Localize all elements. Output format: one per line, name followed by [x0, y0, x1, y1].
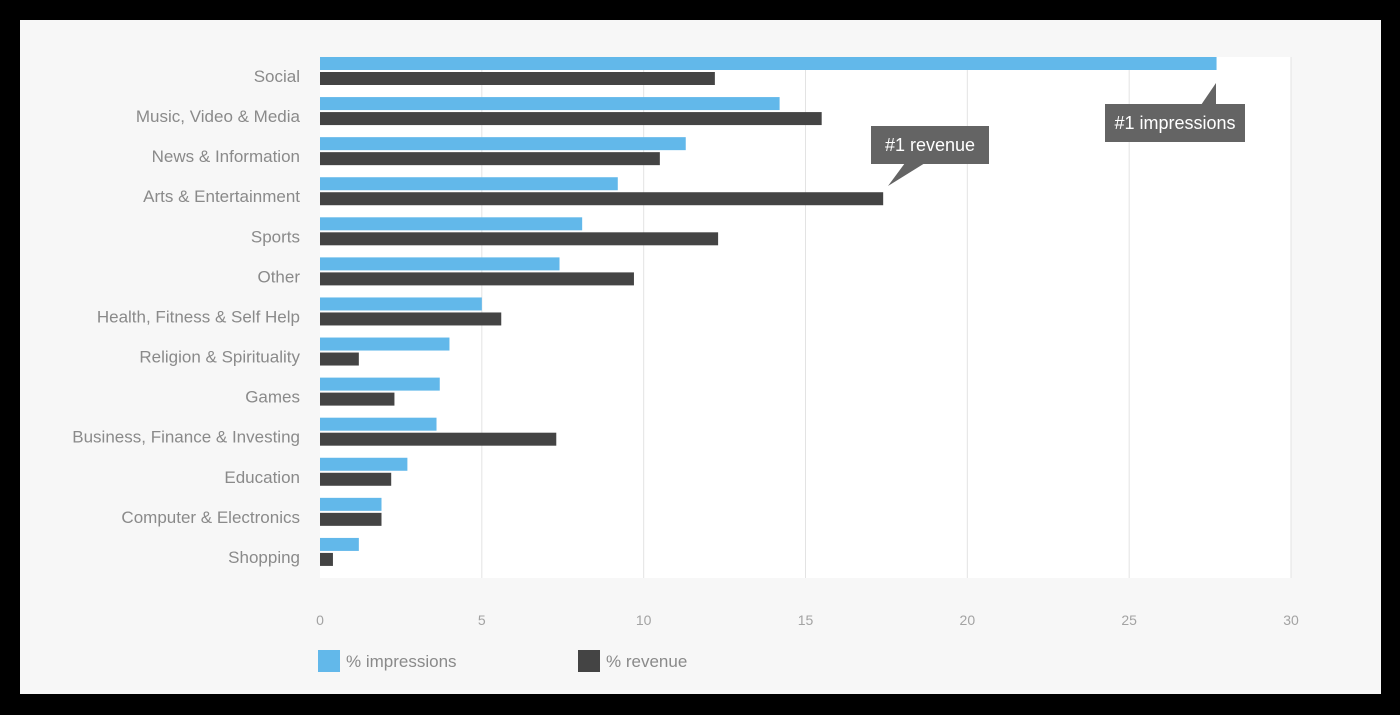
category-label: Music, Video & Media	[136, 107, 301, 126]
callout-impressions-box	[1105, 104, 1245, 142]
x-tick-label: 20	[960, 612, 976, 628]
category-label: Computer & Electronics	[121, 508, 300, 527]
bar-revenue	[320, 152, 660, 166]
callout-revenue-box	[871, 126, 989, 164]
bar-impressions	[320, 417, 437, 431]
bar-revenue	[320, 472, 392, 486]
bar-revenue	[320, 312, 502, 326]
category-label: Games	[245, 388, 300, 407]
bar-impressions	[320, 217, 583, 231]
bar-impressions	[320, 177, 618, 191]
bar-chart: Social Music, Video & Media News & Informa…	[72, 57, 1299, 672]
bar-impressions	[320, 497, 382, 511]
bar-impressions	[320, 337, 450, 351]
callout-impressions-label: #1 impressions	[1114, 113, 1235, 133]
bar-revenue	[320, 232, 719, 246]
callout-impressions-pointer	[1201, 83, 1216, 106]
legend-label-revenue: % revenue	[606, 652, 687, 671]
bar-revenue	[320, 272, 634, 286]
bar-impressions	[320, 537, 359, 551]
bar-revenue	[320, 432, 557, 446]
category-label: Arts & Entertainment	[143, 187, 300, 206]
x-tick-label: 0	[316, 612, 324, 628]
bar-impressions	[320, 97, 780, 111]
category-label: Health, Fitness & Self Help	[97, 307, 300, 326]
bar-revenue	[320, 112, 822, 126]
x-tick-label: 10	[636, 612, 652, 628]
callout-revenue-label: #1 revenue	[885, 135, 975, 155]
x-tick-label: 5	[478, 612, 486, 628]
x-tick-label: 15	[798, 612, 814, 628]
bar-impressions	[320, 137, 686, 151]
bar-revenue	[320, 552, 333, 566]
category-label: Other	[257, 267, 300, 286]
callout-revenue: #1 revenue	[871, 126, 989, 186]
bar-revenue	[320, 352, 359, 366]
category-label: Social	[254, 67, 300, 86]
callout-impressions: #1 impressions	[1105, 83, 1245, 142]
category-label: Sports	[251, 227, 300, 246]
category-label: Shopping	[228, 548, 300, 567]
category-label: News & Information	[152, 147, 300, 166]
x-tick-label: 30	[1283, 612, 1299, 628]
bar-impressions	[320, 297, 482, 311]
category-label: Religion & Spirituality	[139, 348, 300, 367]
bar-revenue	[320, 512, 382, 526]
category-label: Business, Finance & Investing	[72, 428, 300, 447]
bar-revenue	[320, 192, 884, 206]
legend-swatch-impressions	[318, 650, 340, 672]
legend-swatch-revenue	[578, 650, 600, 672]
legend-label-impressions: % impressions	[346, 652, 457, 671]
bar-impressions	[320, 257, 560, 271]
callout-revenue-pointer	[888, 163, 925, 186]
chart-card: Social Music, Video & Media News & Informa…	[20, 20, 1381, 694]
legend: % impressions % revenue	[318, 650, 687, 672]
category-label: Education	[224, 468, 300, 487]
bar-impressions	[320, 457, 408, 471]
bar-revenue	[320, 392, 395, 406]
bar-impressions	[320, 57, 1217, 70]
bar-revenue	[320, 72, 715, 85]
bar-impressions	[320, 377, 440, 391]
x-tick-label: 25	[1121, 612, 1137, 628]
